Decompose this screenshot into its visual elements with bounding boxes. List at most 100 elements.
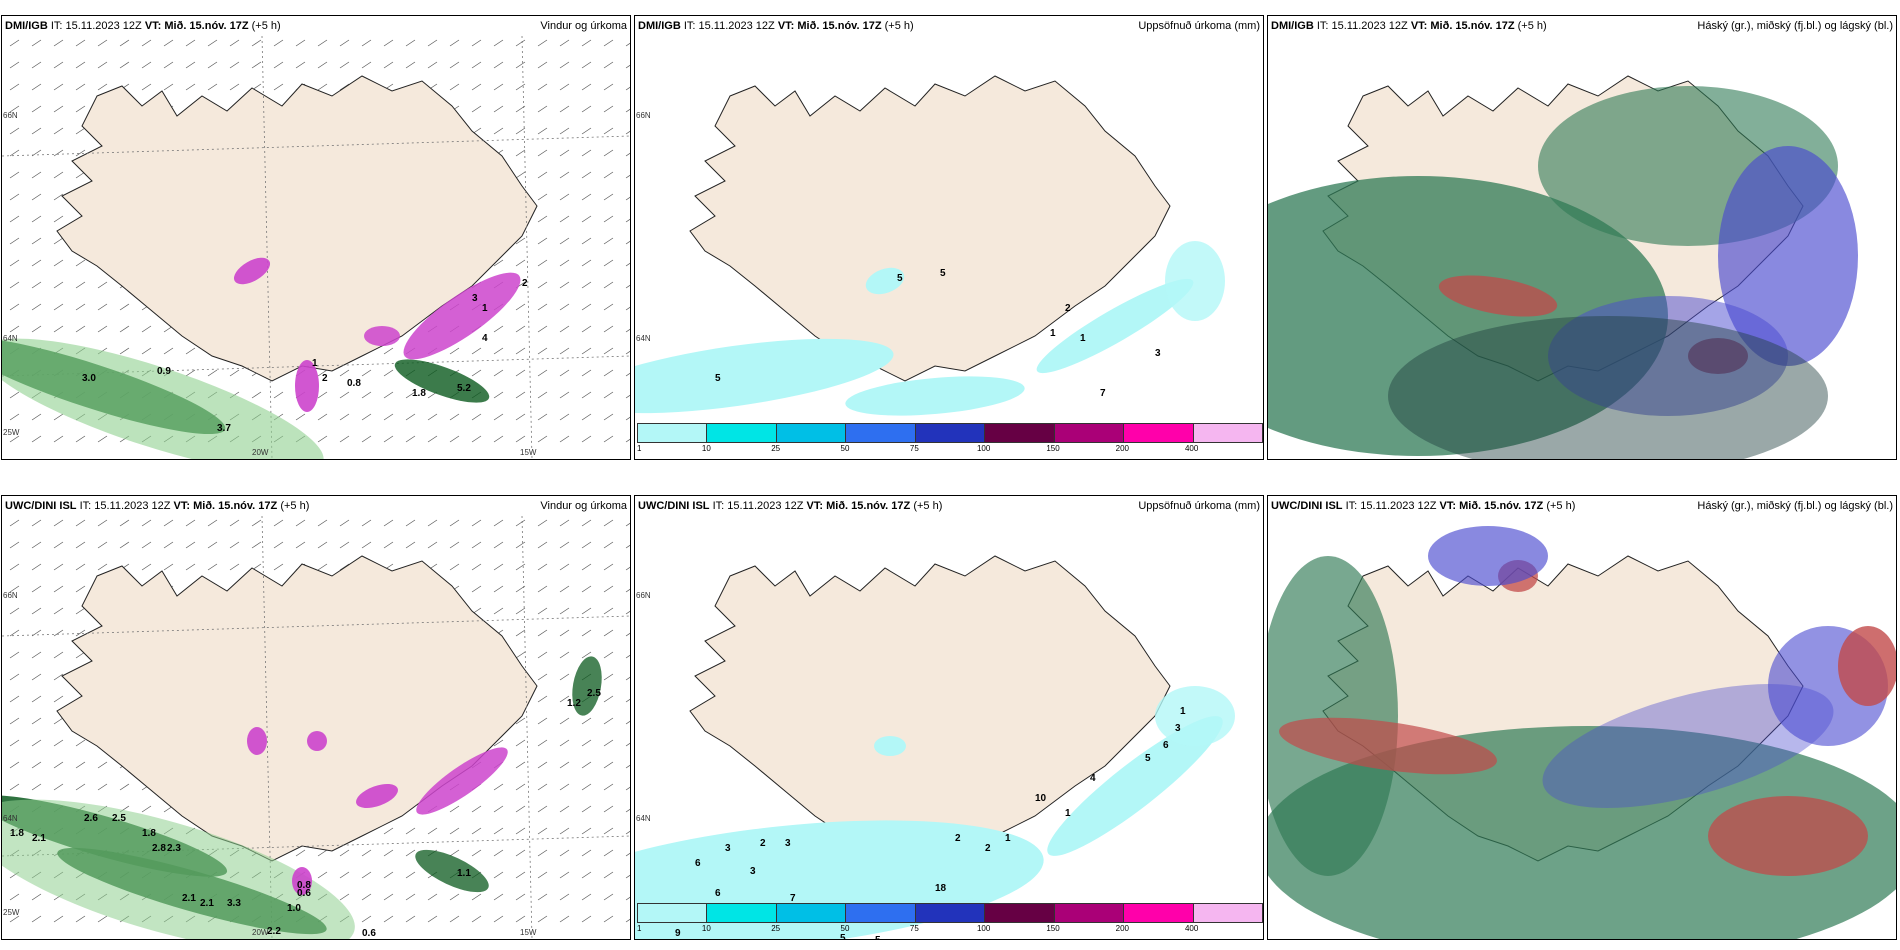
wind-barb [31, 651, 42, 659]
wind-barb [625, 918, 630, 923]
wind-barb [317, 871, 328, 879]
wind-barb [559, 849, 570, 857]
wind-barb [383, 849, 394, 857]
wind-barb [471, 849, 482, 857]
wind-barb [471, 893, 482, 901]
wind-barb [361, 39, 372, 47]
lat-label: 64N [636, 334, 651, 343]
wind-barb [427, 61, 438, 69]
wind-barb [9, 413, 20, 421]
wind-barb [625, 764, 630, 769]
wind-barb [625, 218, 630, 223]
wind-barb [53, 695, 64, 703]
wind-barb [75, 739, 86, 747]
precip-area-magenta [416, 747, 508, 815]
wind-barb [185, 39, 196, 47]
wind-barb [9, 563, 20, 571]
precip-area-green [2, 338, 324, 459]
wind-barb [515, 541, 526, 549]
wind-barb [317, 563, 328, 571]
wind-barb [141, 39, 152, 47]
precip-area-magenta [364, 326, 400, 346]
contour-label: 2.2 [267, 926, 281, 937]
wind-barb [581, 259, 592, 267]
wind-barb [603, 519, 614, 527]
wind-barb [163, 83, 174, 91]
contour-label: 6 [715, 888, 721, 899]
wind-barb [603, 369, 614, 377]
wind-barb [493, 871, 504, 879]
contour-label: 10 [1035, 793, 1047, 804]
valid-time: VT: Mið. 15.nóv. 17Z [1439, 500, 1544, 512]
colorbar-tick-label: 150 [1046, 924, 1060, 933]
wind-barb [75, 149, 86, 157]
wind-barb [427, 541, 438, 549]
wind-barb [317, 519, 328, 527]
wind-barb [559, 369, 570, 377]
wind-barb [515, 435, 526, 443]
wind-barb [559, 127, 570, 135]
precip-colorbar [637, 903, 1263, 923]
wind-barb [273, 519, 284, 527]
wind-barb [9, 193, 20, 201]
wind-barb [515, 149, 526, 157]
wind-barb [603, 281, 614, 289]
wind-barb [515, 783, 526, 791]
wind-barb [559, 519, 570, 527]
wind-barb [471, 805, 482, 813]
wind-barb [515, 127, 526, 135]
wind-barb [361, 849, 372, 857]
wind-barb [339, 39, 350, 47]
wind-barb [515, 761, 526, 769]
wind-barb [625, 808, 630, 813]
wind-barb [383, 827, 394, 835]
wind-barb [515, 805, 526, 813]
wind-barb [9, 303, 20, 311]
wind-barb [449, 893, 460, 901]
wind-barb [53, 61, 64, 69]
colorbar-tick-label: 400 [1184, 444, 1199, 453]
wind-barb [207, 519, 218, 527]
wind-barb [493, 915, 504, 923]
contour-label: 0.8 [297, 880, 311, 891]
wind-barb [581, 783, 592, 791]
contour-label: 1 [1180, 706, 1186, 717]
wind-barb [537, 673, 548, 681]
wind-barb [515, 519, 526, 527]
lat-label: 64N [3, 814, 18, 823]
wind-barb [603, 805, 614, 813]
wind-barb [515, 717, 526, 725]
wind-barb [31, 237, 42, 245]
wind-barb [603, 303, 614, 311]
wind-barb [361, 893, 372, 901]
valid-offset: (+5 h) [1517, 20, 1547, 32]
precip-area-cyan [1165, 241, 1225, 321]
wind-barb [53, 519, 64, 527]
colorbar-swatch [915, 424, 986, 442]
colorbar-tick-label: 75 [909, 924, 919, 933]
wind-barb [31, 83, 42, 91]
wind-barb [361, 391, 372, 399]
wind-barb [581, 281, 592, 289]
wind-barb [581, 39, 592, 47]
wind-barb [75, 39, 86, 47]
wind-barb [537, 695, 548, 703]
colorbar-tick-label: 50 [840, 444, 850, 453]
wind-barb [75, 325, 86, 333]
wind-barb [449, 541, 460, 549]
lon-label: 25W [3, 908, 20, 917]
wind-barb [537, 739, 548, 747]
wind-barb [31, 215, 42, 223]
wind-barb [537, 303, 548, 311]
contour-label: 1.8 [10, 828, 24, 839]
wind-barb [427, 915, 438, 923]
colorbar-swatch [1054, 424, 1125, 442]
wind-barb [493, 391, 504, 399]
contour-label: 0.6 [362, 928, 376, 939]
wind-barb [229, 61, 240, 69]
contour-label: 0.8 [347, 378, 361, 389]
contour-label: 3 [1155, 348, 1161, 359]
wind-barb [53, 39, 64, 47]
wind-barb [383, 519, 394, 527]
wind-barb [515, 391, 526, 399]
